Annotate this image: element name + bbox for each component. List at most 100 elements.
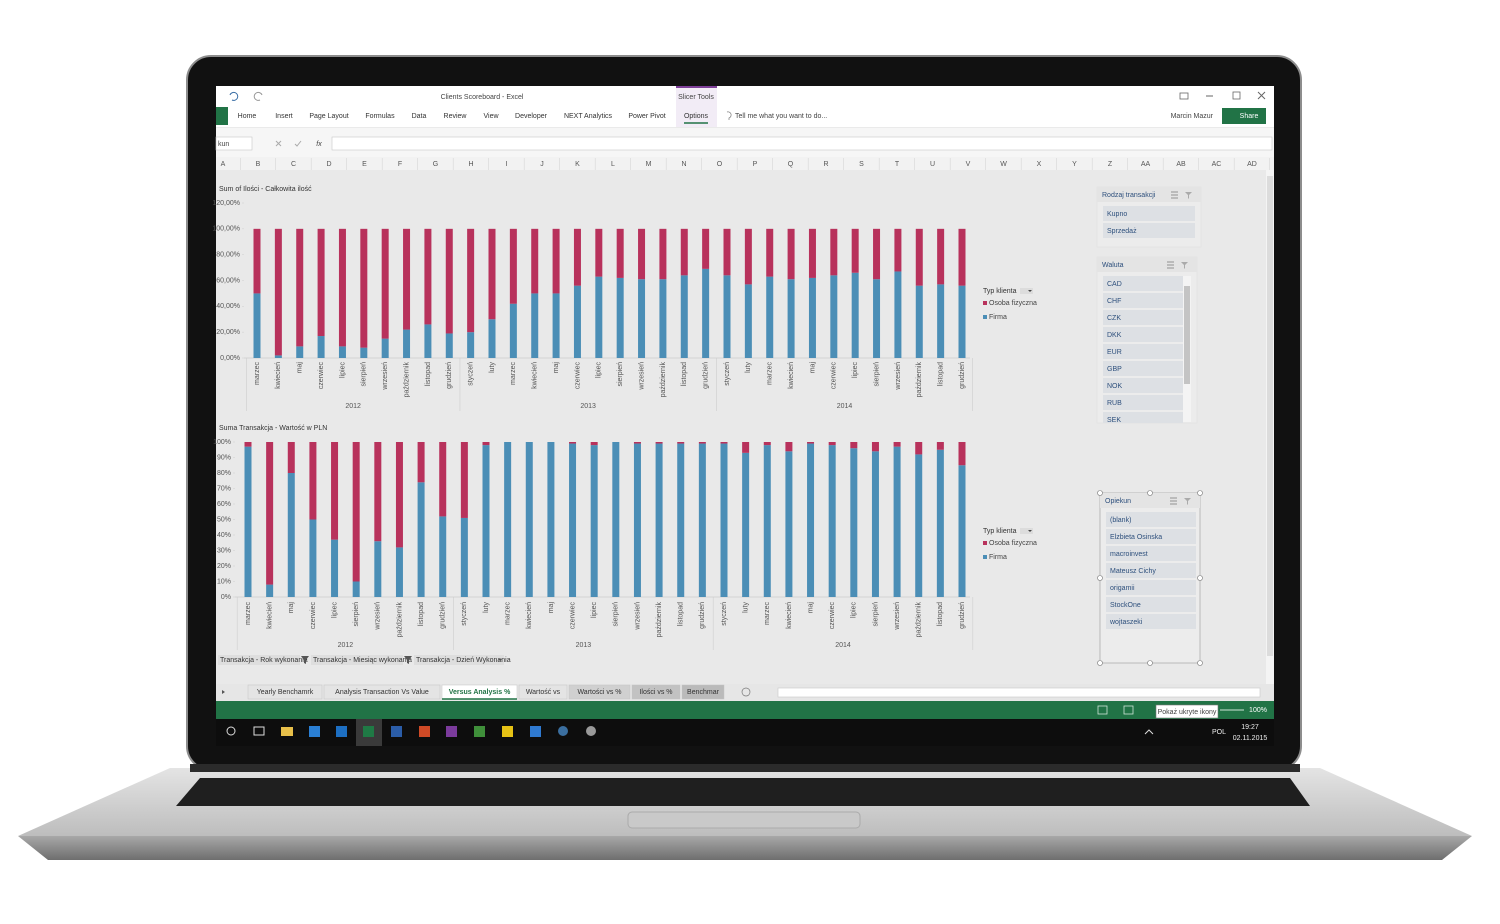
ribbon-tab[interactable]: Formulas bbox=[365, 113, 395, 120]
horizontal-scrollbar[interactable] bbox=[777, 687, 1261, 698]
clock-time[interactable]: 19:27 bbox=[1241, 724, 1259, 731]
task-view-icon[interactable] bbox=[253, 726, 265, 736]
scroll-thumb[interactable] bbox=[1267, 176, 1273, 656]
slicer-item-label[interactable]: DKK bbox=[1107, 332, 1122, 339]
edge-icon[interactable] bbox=[309, 726, 320, 737]
explorer-icon[interactable] bbox=[281, 727, 293, 736]
selection-handle[interactable] bbox=[1097, 660, 1103, 666]
slicer-item-label[interactable]: wojtaszeki bbox=[1109, 619, 1143, 626]
sheet-tab[interactable] bbox=[631, 684, 681, 700]
maximize-button[interactable] bbox=[1232, 91, 1241, 100]
column-header[interactable]: R bbox=[823, 161, 828, 168]
legend-dropdown[interactable] bbox=[1020, 528, 1033, 534]
powerpoint-icon[interactable] bbox=[419, 726, 430, 737]
new-sheet-button[interactable] bbox=[741, 687, 751, 697]
sheet-nav-arrow[interactable] bbox=[222, 690, 225, 694]
sheet-tab-label[interactable]: Analysis Transaction Vs Value bbox=[335, 689, 429, 696]
slicer-item-label[interactable]: macroinvest bbox=[1110, 551, 1148, 558]
slicer-item[interactable] bbox=[1106, 597, 1196, 612]
ribbon-tab[interactable]: Home bbox=[238, 113, 257, 120]
pivot-filter-button[interactable] bbox=[414, 655, 504, 665]
column-header[interactable]: K bbox=[575, 161, 580, 168]
slicer-scroll-thumb[interactable] bbox=[1184, 286, 1190, 384]
slicer-item[interactable] bbox=[1103, 378, 1183, 393]
multi-select-icon[interactable] bbox=[1170, 497, 1177, 505]
sheet-tab-label[interactable]: Yearly Benchamrk bbox=[257, 689, 314, 696]
selection-handle[interactable] bbox=[1197, 490, 1203, 496]
pivot-filter-label[interactable]: Transakcja - Dzień Wykonania bbox=[416, 657, 511, 664]
show-hidden-icons[interactable] bbox=[1144, 729, 1154, 735]
undo-icon[interactable] bbox=[229, 91, 239, 101]
ribbon-tab[interactable]: Insert bbox=[275, 113, 293, 120]
enter-icon[interactable] bbox=[294, 140, 302, 147]
app-icon[interactable] bbox=[502, 726, 513, 737]
column-header[interactable]: L bbox=[611, 161, 615, 168]
page-layout-icon[interactable] bbox=[1123, 705, 1134, 715]
slicer-item-label[interactable]: StockOne bbox=[1110, 602, 1141, 609]
column-header[interactable]: F bbox=[398, 161, 402, 168]
slicer-item[interactable] bbox=[1103, 395, 1183, 410]
column-header[interactable]: Y bbox=[1072, 161, 1077, 168]
column-header[interactable]: H bbox=[468, 161, 473, 168]
column-header[interactable]: Z bbox=[1108, 161, 1113, 168]
share-label[interactable]: Share bbox=[1240, 113, 1259, 120]
slicer-item[interactable] bbox=[1106, 512, 1196, 527]
column-header[interactable]: B bbox=[256, 161, 261, 168]
column-header[interactable]: D bbox=[326, 161, 331, 168]
ribbon-tab[interactable]: Review bbox=[444, 113, 468, 120]
column-header[interactable]: T bbox=[895, 161, 900, 168]
word-icon[interactable] bbox=[391, 726, 402, 737]
clear-filter-icon[interactable] bbox=[1181, 262, 1188, 269]
search-icon[interactable] bbox=[226, 726, 236, 736]
slicer-item-label[interactable]: SEK bbox=[1107, 417, 1121, 424]
sheet-tab-label[interactable]: Wartość vs bbox=[526, 689, 561, 696]
column-header[interactable]: J bbox=[540, 161, 544, 168]
selection-handle[interactable] bbox=[1147, 660, 1153, 666]
column-header[interactable]: AB bbox=[1176, 161, 1186, 168]
column-header[interactable]: C bbox=[291, 161, 296, 168]
slicer-item[interactable] bbox=[1103, 293, 1183, 308]
column-header[interactable]: N bbox=[681, 161, 686, 168]
language[interactable]: POL bbox=[1212, 729, 1226, 736]
ribbon-options-icon[interactable] bbox=[1179, 92, 1189, 100]
slicer-item[interactable] bbox=[1103, 276, 1183, 291]
sheet-tab[interactable] bbox=[247, 684, 323, 700]
legend-title[interactable]: Typ klienta bbox=[983, 528, 1017, 535]
slicer-item[interactable] bbox=[1106, 580, 1196, 595]
name-box[interactable] bbox=[215, 136, 253, 151]
sheet-tab-label[interactable]: Versus Analysis % bbox=[449, 689, 511, 696]
slicer-item-label[interactable]: Elzbieta Osinska bbox=[1110, 534, 1162, 541]
slicer-item[interactable] bbox=[1106, 546, 1196, 561]
column-header[interactable]: M bbox=[646, 161, 652, 168]
slicer-item[interactable] bbox=[1103, 344, 1183, 359]
excel-icon[interactable] bbox=[363, 726, 374, 737]
column-header[interactable]: I bbox=[506, 161, 508, 168]
pivot-filter-label[interactable]: Transakcja - Rok wykonania bbox=[220, 657, 308, 664]
column-header[interactable]: A bbox=[221, 161, 226, 168]
sheet-tab[interactable] bbox=[518, 684, 568, 700]
clear-filter-icon[interactable] bbox=[1185, 192, 1192, 199]
clear-filter-icon[interactable] bbox=[1184, 498, 1191, 505]
normal-view-icon[interactable] bbox=[1097, 705, 1108, 715]
slicer-item[interactable] bbox=[1106, 529, 1196, 544]
selection-handle[interactable] bbox=[1097, 490, 1103, 496]
pivot-filter-button[interactable] bbox=[218, 655, 300, 665]
column-header[interactable]: P bbox=[753, 161, 758, 168]
sheet-tab[interactable] bbox=[681, 684, 725, 700]
slicer-item-label[interactable]: origamii bbox=[1110, 585, 1135, 592]
formula-input[interactable] bbox=[331, 136, 1273, 151]
slicer-item-label[interactable]: CZK bbox=[1107, 315, 1121, 322]
slicer-item[interactable] bbox=[1106, 563, 1196, 578]
redo-icon[interactable] bbox=[253, 91, 263, 101]
sheet-tab[interactable] bbox=[568, 684, 631, 700]
slicer-item-label[interactable]: CAD bbox=[1107, 281, 1122, 288]
close-button[interactable] bbox=[1257, 91, 1266, 100]
column-header[interactable]: AD bbox=[1247, 161, 1257, 168]
slicer-item[interactable] bbox=[1103, 327, 1183, 342]
slicer-item-label[interactable]: NOK bbox=[1107, 383, 1123, 390]
column-header[interactable]: AA bbox=[1141, 161, 1151, 168]
ribbon-tab[interactable]: NEXT Analytics bbox=[564, 113, 613, 120]
slicer-item[interactable] bbox=[1103, 223, 1195, 238]
file-tab[interactable] bbox=[216, 107, 228, 125]
ribbon-tab[interactable]: Page Layout bbox=[309, 113, 348, 120]
